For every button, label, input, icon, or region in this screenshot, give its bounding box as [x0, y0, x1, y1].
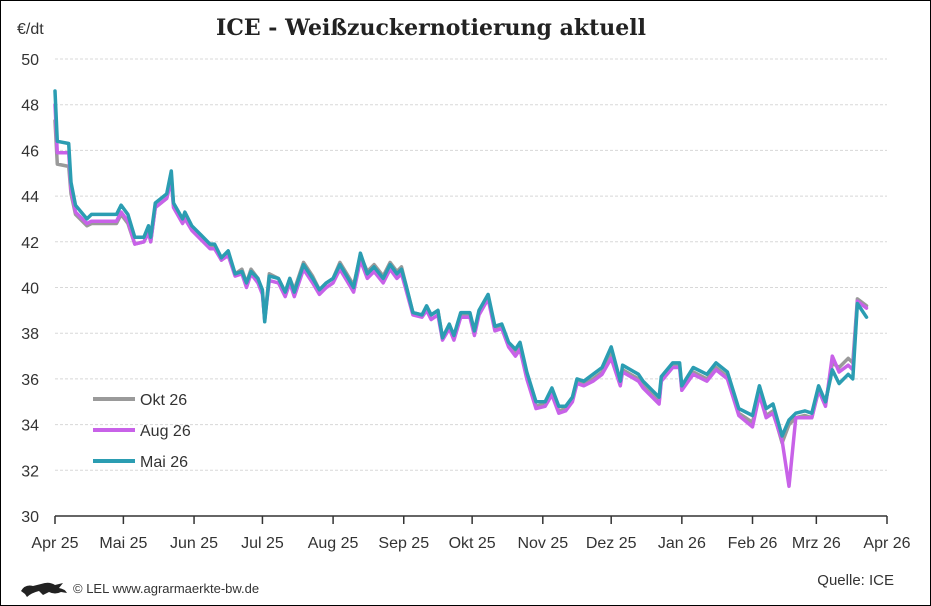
- x-tick-label: Aug 25: [308, 535, 359, 552]
- y-tick-label: 34: [21, 418, 39, 435]
- x-tick-label: Jul 25: [241, 535, 284, 552]
- y-tick-label: 40: [21, 281, 39, 298]
- y-tick-label: 32: [21, 463, 39, 480]
- x-tick-label: Jun 25: [170, 535, 218, 552]
- x-tick-label: Nov 25: [517, 535, 568, 552]
- x-tick-label: Apr 25: [31, 535, 78, 552]
- legend-label: Aug 26: [140, 423, 191, 440]
- y-tick-label: 50: [21, 52, 39, 69]
- y-tick-label: 46: [21, 143, 39, 160]
- x-tick-label: Apr 26: [863, 535, 910, 552]
- x-tick-label: Mai 25: [99, 535, 147, 552]
- x-tick-label: Sep 25: [378, 535, 429, 552]
- y-tick-label: 44: [21, 189, 39, 206]
- x-tick-label: Jan 26: [658, 535, 706, 552]
- legend-label: Mai 26: [140, 454, 188, 471]
- y-tick-label: 38: [21, 326, 39, 343]
- series-line-mai-26: [53, 89, 869, 438]
- legend-label: Okt 26: [140, 392, 187, 409]
- y-tick-label: 42: [21, 235, 39, 252]
- x-tick-label: Okt 25: [449, 535, 496, 552]
- x-tick-label: Mrz 26: [792, 535, 841, 552]
- source-text: Quelle: ICE: [817, 572, 894, 589]
- y-tick-label: 36: [21, 372, 39, 389]
- x-tick-label: Dez 25: [586, 535, 637, 552]
- series-line-aug-26: [53, 102, 869, 489]
- chart-title: ICE - Weißzuckernotierung aktuell: [216, 15, 646, 41]
- y-tick-label: 48: [21, 98, 39, 115]
- y-tick-label: 30: [21, 509, 39, 526]
- x-tick-label: Feb 26: [728, 535, 778, 552]
- y-axis-unit-label: €/dt: [17, 21, 44, 38]
- lion-icon: [21, 582, 67, 597]
- copyright-text: © LEL www.agrarmaerkte-bw.de: [73, 581, 260, 596]
